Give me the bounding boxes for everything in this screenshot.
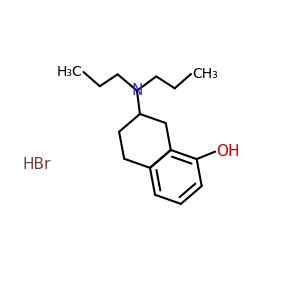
Text: N: N xyxy=(131,83,142,98)
Text: H₃C: H₃C xyxy=(57,65,83,79)
Text: CH₃: CH₃ xyxy=(192,67,218,81)
Text: OH: OH xyxy=(216,144,239,159)
Text: HBr: HBr xyxy=(22,158,51,172)
